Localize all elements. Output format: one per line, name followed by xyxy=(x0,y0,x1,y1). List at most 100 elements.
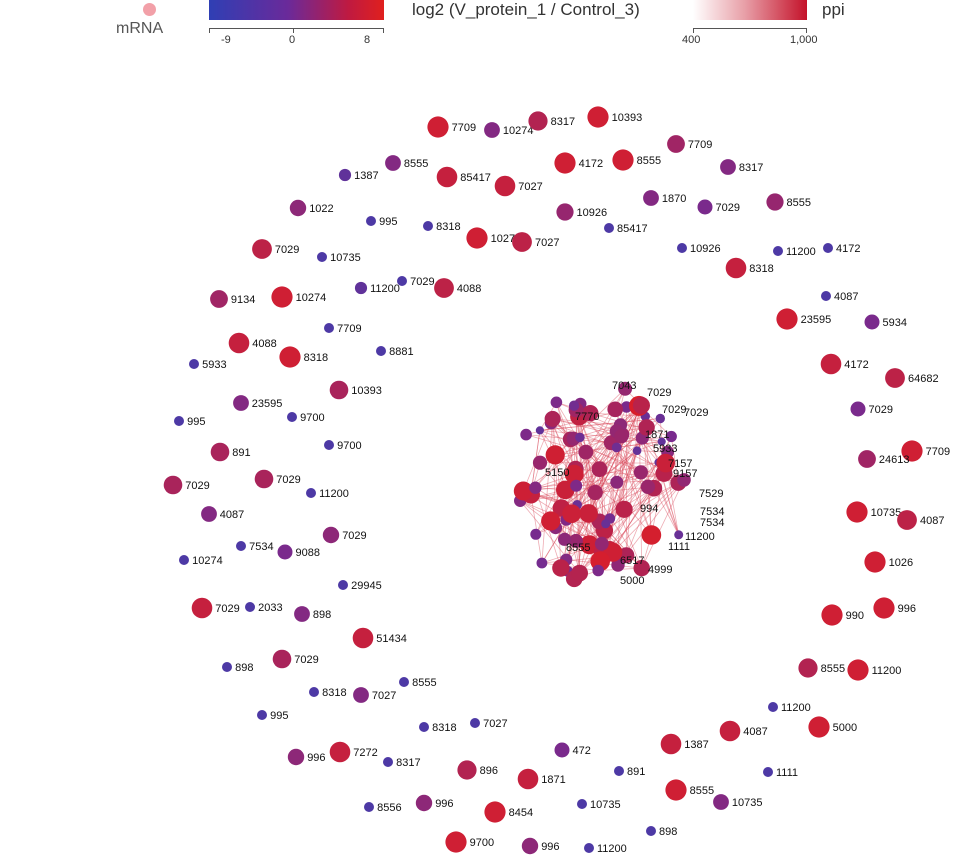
cluster-node[interactable] xyxy=(610,475,624,489)
node-circle[interactable] xyxy=(719,720,741,742)
node-circle[interactable] xyxy=(257,710,267,720)
network-node[interactable]: 7027 xyxy=(512,232,559,252)
node-circle[interactable] xyxy=(210,290,228,308)
cluster-node[interactable] xyxy=(674,530,684,540)
node-circle[interactable] xyxy=(419,722,429,732)
node-circle[interactable] xyxy=(484,801,506,823)
node-circle[interactable] xyxy=(271,286,293,308)
node-circle[interactable] xyxy=(808,716,830,738)
node-circle[interactable] xyxy=(179,555,189,565)
network-node[interactable]: 7027 xyxy=(353,687,396,703)
network-node[interactable]: 10735 xyxy=(317,252,361,264)
network-node[interactable]: 7029 xyxy=(397,276,435,288)
node-circle[interactable] xyxy=(277,544,293,560)
network-node[interactable]: 51434 xyxy=(352,627,407,649)
network-node[interactable]: 11200 xyxy=(847,659,901,681)
node-circle[interactable] xyxy=(289,199,307,217)
network-node[interactable]: 896 xyxy=(457,760,498,780)
network-node[interactable]: 1111 xyxy=(763,767,798,779)
node-circle[interactable] xyxy=(353,687,369,703)
node-circle[interactable] xyxy=(614,766,624,776)
network-node[interactable]: 995 xyxy=(366,216,397,228)
node-circle[interactable] xyxy=(287,412,297,422)
cluster-node[interactable] xyxy=(641,525,662,545)
network-node[interactable]: 4172 xyxy=(823,243,860,255)
node-circle[interactable] xyxy=(763,767,773,777)
network-node[interactable]: 4088 xyxy=(434,278,481,298)
network-node[interactable]: 996 xyxy=(873,597,916,619)
network-node[interactable]: 8454 xyxy=(484,801,533,823)
node-circle[interactable] xyxy=(643,190,659,206)
node-circle[interactable] xyxy=(823,243,833,253)
network-node[interactable]: 4172 xyxy=(820,353,869,375)
node-circle[interactable] xyxy=(584,843,594,853)
network-node[interactable]: 9700 xyxy=(287,412,325,424)
network-node[interactable]: 898 xyxy=(222,662,253,674)
cluster-node[interactable] xyxy=(591,461,608,478)
cluster-node[interactable] xyxy=(552,559,570,577)
node-circle[interactable] xyxy=(272,649,292,669)
network-node[interactable]: 8555 xyxy=(665,779,714,801)
node-circle[interactable] xyxy=(846,501,868,523)
node-circle[interactable] xyxy=(587,106,609,128)
network-node[interactable]: 10393 xyxy=(587,106,642,128)
node-circle[interactable] xyxy=(222,662,232,672)
cluster-node[interactable] xyxy=(618,381,633,396)
cluster-node[interactable] xyxy=(550,396,563,409)
node-circle[interactable] xyxy=(667,135,685,153)
cluster-node[interactable] xyxy=(632,396,651,414)
node-circle[interactable] xyxy=(554,152,576,174)
network-node[interactable]: 996 xyxy=(521,837,560,855)
cluster-node[interactable] xyxy=(568,400,580,411)
cluster-node[interactable] xyxy=(657,437,666,446)
cluster-node[interactable] xyxy=(575,432,585,443)
network-node[interactable]: 4087 xyxy=(719,720,768,742)
cluster-node[interactable] xyxy=(592,564,604,577)
network-node[interactable]: 24613 xyxy=(858,450,909,468)
node-circle[interactable] xyxy=(352,627,374,649)
network-node[interactable]: 1387 xyxy=(660,733,709,755)
cluster-node[interactable] xyxy=(562,504,581,524)
cluster-node[interactable] xyxy=(594,536,609,551)
node-circle[interactable] xyxy=(820,353,842,375)
network-node[interactable]: 7029 xyxy=(163,475,210,495)
node-circle[interactable] xyxy=(423,221,433,231)
node-circle[interactable] xyxy=(252,239,272,259)
network-node[interactable]: 85417 xyxy=(604,223,648,235)
node-circle[interactable] xyxy=(324,323,334,333)
node-circle[interactable] xyxy=(329,380,349,400)
network-node[interactable]: 4087 xyxy=(897,510,944,530)
cluster-node[interactable] xyxy=(638,419,655,436)
node-circle[interactable] xyxy=(901,440,923,462)
node-circle[interactable] xyxy=(245,602,255,612)
network-node[interactable]: 4087 xyxy=(201,506,244,522)
node-circle[interactable] xyxy=(399,677,409,687)
node-circle[interactable] xyxy=(279,346,301,368)
network-node[interactable]: 7272 xyxy=(329,741,378,763)
node-circle[interactable] xyxy=(434,278,454,298)
network-node[interactable]: 8317 xyxy=(383,757,421,769)
cluster-node[interactable] xyxy=(564,464,584,484)
node-circle[interactable] xyxy=(466,227,488,249)
cluster-node[interactable] xyxy=(579,535,599,555)
node-circle[interactable] xyxy=(294,606,310,622)
node-circle[interactable] xyxy=(191,597,213,619)
node-circle[interactable] xyxy=(445,831,467,853)
network-node[interactable]: 11200 xyxy=(768,702,811,714)
cluster-node[interactable] xyxy=(633,559,650,577)
network-node[interactable]: 8555 xyxy=(385,155,428,171)
network-node[interactable]: 9700 xyxy=(445,831,494,853)
node-circle[interactable] xyxy=(521,837,539,855)
node-circle[interactable] xyxy=(798,658,818,678)
network-node[interactable]: 990 xyxy=(821,604,864,626)
network-node[interactable]: 1022 xyxy=(289,199,334,217)
node-circle[interactable] xyxy=(773,246,783,256)
network-node[interactable]: 10926 xyxy=(556,203,607,221)
network-node[interactable]: 10735 xyxy=(577,799,621,811)
node-circle[interactable] xyxy=(415,794,433,812)
network-node[interactable]: 7534 xyxy=(236,541,274,553)
network-node[interactable]: 10274 xyxy=(484,122,533,138)
node-circle[interactable] xyxy=(494,175,516,197)
node-circle[interactable] xyxy=(665,779,687,801)
